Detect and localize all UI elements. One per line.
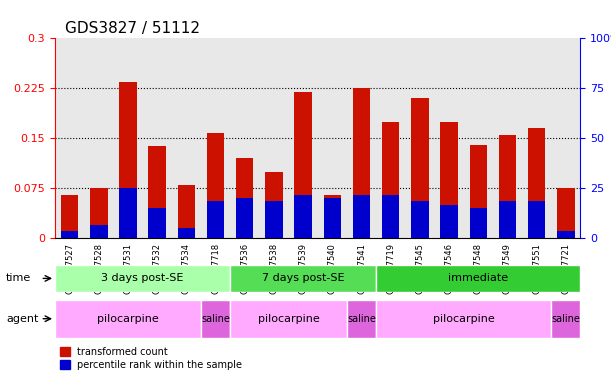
Bar: [61, 232, 78, 238]
Bar: [119, 188, 137, 238]
Bar: [441, 205, 458, 238]
Bar: [295, 92, 312, 238]
Bar: [441, 122, 458, 238]
Bar: [324, 195, 341, 238]
Bar: [61, 195, 78, 238]
Bar: [148, 208, 166, 238]
Bar: [178, 185, 195, 238]
Bar: [207, 202, 224, 238]
Bar: [178, 228, 195, 238]
FancyBboxPatch shape: [376, 300, 551, 338]
FancyBboxPatch shape: [551, 300, 580, 338]
Text: time: time: [6, 273, 31, 283]
FancyBboxPatch shape: [55, 265, 230, 292]
Bar: [353, 195, 370, 238]
Bar: [469, 145, 487, 238]
FancyBboxPatch shape: [55, 300, 201, 338]
Bar: [382, 122, 400, 238]
Bar: [236, 158, 254, 238]
FancyBboxPatch shape: [201, 300, 230, 338]
Text: saline: saline: [551, 314, 580, 324]
Bar: [528, 202, 546, 238]
Bar: [411, 98, 429, 238]
Text: agent: agent: [6, 314, 38, 324]
Bar: [469, 208, 487, 238]
Text: pilocarpine: pilocarpine: [433, 314, 494, 324]
Text: pilocarpine: pilocarpine: [97, 314, 159, 324]
Bar: [295, 195, 312, 238]
FancyBboxPatch shape: [347, 300, 376, 338]
Bar: [528, 128, 546, 238]
Text: 7 days post-SE: 7 days post-SE: [262, 273, 345, 283]
Bar: [324, 198, 341, 238]
Bar: [557, 188, 574, 238]
Bar: [119, 82, 137, 238]
Bar: [411, 202, 429, 238]
Bar: [148, 146, 166, 238]
Text: 3 days post-SE: 3 days post-SE: [101, 273, 184, 283]
Bar: [236, 198, 254, 238]
Bar: [382, 195, 400, 238]
Text: saline: saline: [201, 314, 230, 324]
Text: pilocarpine: pilocarpine: [258, 314, 320, 324]
Bar: [265, 202, 283, 238]
Bar: [207, 133, 224, 238]
Legend: transformed count, percentile rank within the sample: transformed count, percentile rank withi…: [60, 347, 243, 369]
Bar: [265, 172, 283, 238]
Bar: [90, 188, 108, 238]
Bar: [353, 88, 370, 238]
Bar: [499, 135, 516, 238]
Text: immediate: immediate: [448, 273, 508, 283]
Bar: [90, 225, 108, 238]
Text: GDS3827 / 51112: GDS3827 / 51112: [65, 21, 200, 36]
Text: saline: saline: [347, 314, 376, 324]
Bar: [557, 232, 574, 238]
FancyBboxPatch shape: [376, 265, 580, 292]
FancyBboxPatch shape: [230, 300, 347, 338]
Bar: [499, 202, 516, 238]
FancyBboxPatch shape: [230, 265, 376, 292]
